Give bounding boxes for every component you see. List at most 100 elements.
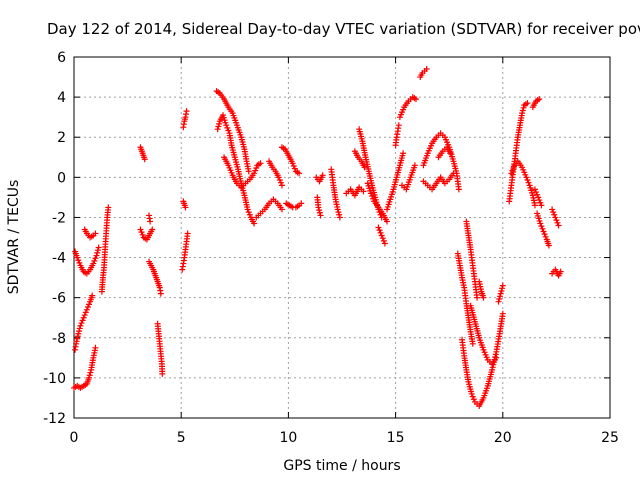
point-1-15 [83, 306, 90, 313]
point-11-3 [182, 204, 189, 211]
x-tick-label-5: 25 [601, 430, 619, 446]
point-14-12 [225, 127, 232, 134]
point-14-0 [214, 126, 221, 133]
point-21-4 [315, 204, 322, 211]
point-41-0 [495, 298, 502, 305]
point-1-8 [76, 325, 83, 332]
point-27-5 [380, 237, 387, 244]
point-46-9 [542, 233, 549, 240]
point-6-10 [149, 226, 156, 233]
point-14-51 [251, 220, 258, 227]
point-2-23 [92, 344, 99, 351]
point-18-9 [289, 160, 296, 167]
point-47-4 [553, 217, 560, 224]
point-8-15 [157, 290, 164, 297]
point-43-12 [523, 174, 530, 181]
point-26-17 [384, 218, 391, 225]
point-43-1 [509, 167, 516, 174]
point-16-14 [278, 206, 285, 213]
point-0-3 [74, 254, 81, 261]
x-tick-label-4: 20 [494, 430, 512, 446]
x-tick-label-1: 5 [177, 430, 186, 446]
point-30-11 [412, 96, 419, 103]
point-21-6 [316, 209, 323, 216]
point-0-18 [92, 255, 99, 262]
point-14-47 [246, 211, 253, 218]
point-42-35 [519, 107, 526, 114]
point-0-5 [76, 259, 83, 266]
point-43-2 [510, 164, 517, 171]
point-1-9 [77, 322, 84, 329]
point-38-22 [468, 390, 475, 397]
point-13-36 [245, 168, 252, 175]
x-tick-label-2: 10 [279, 430, 297, 446]
point-0-16 [90, 260, 97, 267]
point-17-11 [278, 182, 285, 189]
point-37-30 [474, 294, 481, 301]
point-43-23 [531, 202, 538, 209]
point-2-12 [86, 372, 93, 379]
point-46-13 [545, 242, 552, 249]
point-27-6 [381, 240, 388, 247]
y-tick-label-2: -8 [52, 331, 66, 347]
point-47-6 [555, 222, 562, 229]
point-22-18 [336, 211, 343, 218]
point-43-0 [508, 170, 515, 177]
point-26-5 [369, 193, 376, 200]
point-15-26 [257, 160, 264, 167]
y-tick-label-3: -6 [52, 291, 66, 307]
point-42-39 [524, 100, 531, 107]
y-tick-label-4: -4 [52, 251, 66, 267]
point-0-22 [95, 244, 102, 251]
point-15-21 [251, 170, 258, 177]
point-18-11 [291, 165, 298, 172]
point-40-7 [480, 294, 487, 301]
point-0-19 [93, 252, 100, 259]
point-41-5 [499, 285, 506, 292]
point-45-5 [537, 199, 544, 206]
point-45-1 [533, 189, 540, 196]
point-38-65 [499, 310, 506, 317]
point-44-5 [536, 96, 543, 103]
point-19-8 [298, 200, 305, 207]
y-axis-label: SDTVAR / TECUs [6, 180, 22, 295]
point-1-7 [76, 328, 83, 335]
point-46-7 [540, 228, 547, 235]
point-2-13 [87, 369, 94, 376]
point-23-11 [360, 188, 367, 195]
point-17-10 [277, 179, 284, 186]
point-47-2 [551, 211, 558, 218]
point-45-3 [535, 194, 542, 201]
point-14-11 [224, 124, 231, 131]
point-32-4 [423, 66, 430, 73]
x-tick-label-3: 15 [387, 430, 405, 446]
point-21-7 [317, 212, 324, 219]
point-6-2 [139, 231, 146, 238]
point-1-13 [81, 312, 88, 319]
point-31-12 [411, 162, 418, 169]
y-tick-label-1: -10 [43, 371, 66, 387]
point-26-6 [370, 195, 377, 202]
plot-frame [73, 56, 611, 419]
point-27-1 [376, 227, 383, 234]
point-17-9 [276, 177, 283, 184]
point-47-0 [549, 206, 556, 213]
point-1-14 [82, 309, 89, 316]
data-points [71, 66, 564, 409]
point-14-45 [244, 206, 251, 213]
point-43-13 [524, 177, 531, 184]
point-15-23 [253, 164, 260, 171]
axis-ticks: 0 5 10 15 20 25 -12 -10 -8 -6 -4 -2 0 2 4 6 [43, 50, 619, 446]
point-45-2 [534, 191, 541, 198]
point-27-4 [379, 235, 386, 242]
point-22-19 [336, 214, 343, 221]
point-29-7 [395, 122, 402, 129]
point-0-4 [75, 257, 82, 264]
point-20-5 [319, 172, 326, 179]
x-tick-label-0: 0 [70, 430, 79, 446]
point-41-1 [496, 296, 503, 303]
point-1-12 [80, 314, 87, 321]
point-14-10 [223, 122, 230, 129]
point-43-14 [525, 179, 532, 186]
